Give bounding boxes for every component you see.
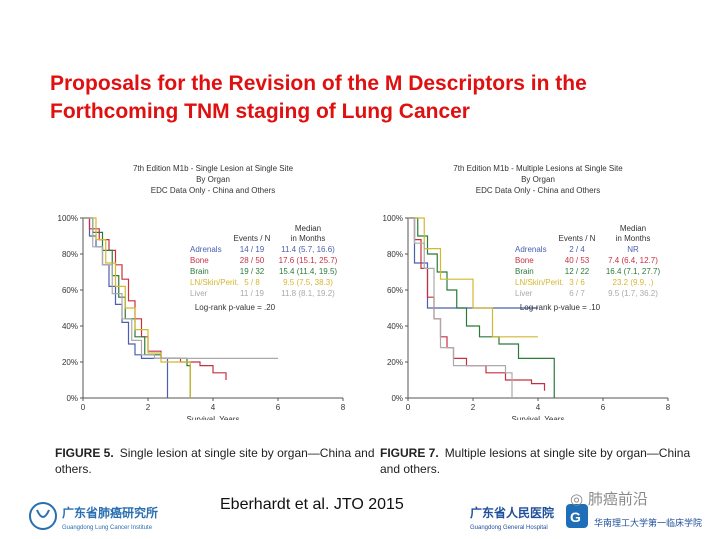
y-tick-label: 0% [391,394,403,403]
logo-right-cn2: 华南理工大学第一临床学院 [594,517,702,529]
legend-median: 11.8 (8.1, 19.2) [281,289,335,298]
chart-panel-right: 7th Edition M1b - Multiple Lesions at Si… [375,155,705,476]
survival-curve [83,217,191,398]
caption-text: Multiple lesions at single site by organ… [380,446,691,476]
survival-curve [408,217,513,398]
km-chart-left: 7th Edition M1b - Single Lesion at Singl… [58,164,346,420]
legend-events: 2 / 4 [569,245,585,254]
hospital-logo: 广东省人民医院 Guangdong General Hospital G 华南理… [470,504,702,531]
table-header: Events / N [559,234,596,243]
logo-left-cn: 广东省肺癌研究所 [62,505,158,520]
legend-median: 16.4 (7.1, 27.7) [606,267,661,276]
x-axis-label: Survival, Years [512,415,565,420]
x-tick-label: 2 [146,403,151,412]
survival-curve [408,217,538,338]
logo-right-en: Guangdong General Hospital [470,525,548,531]
legend-events: 11 / 19 [240,289,264,298]
legend-median: 23.2 (9.9, .) [613,278,654,287]
legend-events: 40 / 53 [565,256,590,265]
svg-text:G: G [570,509,581,525]
survival-curve [83,217,278,359]
legend-name: Bone [190,256,209,265]
pvalue-label: Log-rank p-value = .10 [520,303,601,312]
y-tick-label: 60% [62,286,78,295]
y-tick-label: 20% [387,358,403,367]
legend-events: 28 / 50 [240,256,265,265]
table-header: in Months [616,234,651,243]
y-tick-label: 80% [387,250,403,259]
chart-subtitle: EDC Data Only - China and Others [151,186,276,195]
chart-title: 7th Edition M1b - Single Lesion at Singl… [133,164,294,173]
chart-panel-left: 7th Edition M1b - Single Lesion at Singl… [50,155,380,476]
legend-median: 11.4 (5.7, 16.6) [281,245,335,254]
x-tick-label: 6 [601,403,606,412]
x-tick-label: 4 [211,403,216,412]
legend-name: LN/Skin/Perit. [515,278,564,287]
pvalue-label: Log-rank p-value = .20 [195,303,276,312]
legend-name: Adrenals [190,245,222,254]
table-header: Events / N [234,234,271,243]
figure-caption-left: FIGURE 5. Single lesion at single site by… [55,445,375,477]
y-tick-label: 0% [66,394,78,403]
caption-text: Single lesion at single site by organ—Ch… [55,446,375,476]
chart-title: 7th Edition M1b - Multiple Lesions at Si… [453,164,623,173]
survival-curve [83,217,191,398]
x-tick-label: 4 [536,403,541,412]
logo-left-en: Guangdong Lung Cancer Institute [62,525,153,531]
x-tick-label: 8 [666,403,671,412]
survival-curve [408,217,555,398]
institute-logo: 广东省肺癌研究所 Guangdong Lung Cancer Institute [29,502,158,531]
legend-name: Bone [515,256,534,265]
legend-events: 12 / 22 [565,267,590,276]
legend-events: 14 / 19 [240,245,265,254]
logo-right-cn: 广东省人民医院 [470,505,554,520]
y-tick-label: 100% [58,214,78,223]
legend-name: Liver [515,289,533,298]
x-tick-label: 8 [341,403,346,412]
caption-label: FIGURE 5. [55,446,114,460]
y-tick-label: 80% [62,250,78,259]
y-tick-label: 40% [387,322,403,331]
km-chart-right: 7th Edition M1b - Multiple Lesions at Si… [383,164,671,420]
wechat-icon: ◎ [570,490,584,508]
x-tick-label: 0 [406,403,411,412]
table-header: Median [620,224,646,233]
y-tick-label: 40% [62,322,78,331]
legend-name: Liver [190,289,208,298]
legend-median: 9.5 (1.7, 36.2) [608,289,658,298]
x-tick-label: 0 [81,403,86,412]
legend-events: 19 / 32 [240,267,265,276]
y-tick-label: 60% [387,286,403,295]
watermark: ◎ 肺癌前沿 [570,488,648,509]
legend-median: 15.4 (11.4, 19.5) [279,267,337,276]
legend-events: 3 / 6 [569,278,585,287]
x-axis-label: Survival, Years [187,415,240,420]
chart-subtitle: EDC Data Only - China and Others [476,186,601,195]
table-header: Median [295,224,321,233]
legend-median: 7.4 (6.4, 12.7) [608,256,658,265]
legend-name: Brain [515,267,534,276]
legend-events: 5 / 8 [244,278,260,287]
citation: Eberhardt et al. JTO 2015 [220,496,404,513]
legend-median: NR [627,245,639,254]
legend-events: 6 / 7 [569,289,585,298]
x-tick-label: 2 [471,403,476,412]
y-tick-label: 20% [62,358,78,367]
figure-caption-right: FIGURE 7. Multiple lesions at single site… [380,445,700,477]
legend-name: LN/Skin/Perit. [190,278,239,287]
table-header: in Months [291,234,326,243]
caption-label: FIGURE 7. [380,446,439,460]
slide-title: Proposals for the Revision of the M Desc… [50,72,587,123]
legend-name: Brain [190,267,209,276]
legend-median: 17.6 (15.1, 25.7) [279,256,338,265]
chart-subtitle: By Organ [521,175,555,184]
legend-median: 9.5 (7.5, 38.3) [283,278,333,287]
watermark-text: 肺癌前沿 [587,490,648,508]
survival-curve [83,217,169,398]
chart-subtitle: By Organ [196,175,230,184]
x-tick-label: 6 [276,403,281,412]
y-tick-label: 100% [383,214,403,223]
legend-name: Adrenals [515,245,547,254]
